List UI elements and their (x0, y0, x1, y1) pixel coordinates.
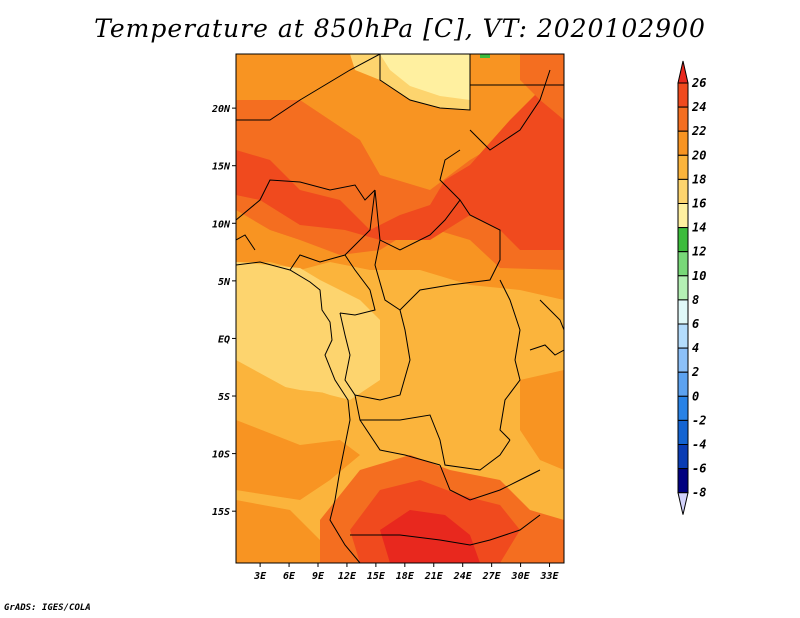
colorbar-min-arrow (677, 492, 689, 515)
lat-tick-label: 10N (212, 219, 231, 230)
colorbar-segment (677, 371, 689, 397)
lat-tick-label: 15N (212, 162, 231, 173)
colorbar-label: -8 (692, 486, 706, 500)
lat-tick-label: 15S (212, 507, 230, 518)
lon-tick-label: 30E (511, 571, 531, 582)
map-frame (235, 53, 565, 564)
colorbar-label: 16 (692, 197, 706, 211)
lon-tick-label: 6E (283, 571, 296, 582)
colorbar-label: 10 (692, 269, 706, 283)
colorbar-segment (677, 444, 689, 470)
colorbar-label: -2 (692, 413, 706, 427)
map-title: Temperature at 850hPa [C], VT: 202010290… (94, 14, 706, 43)
colorbar-segment (677, 154, 689, 180)
country-borders (236, 54, 564, 563)
longitude-axis: 3E 6E 9E 12E 15E 18E 21E 24E 27E 30E 33E (253, 563, 560, 582)
colorbar-segment (677, 178, 689, 204)
colorbar-label: 0 (692, 389, 699, 403)
colorbar-segment (677, 106, 689, 132)
lon-tick-label: 24E (453, 571, 473, 582)
colorbar-label: 22 (691, 124, 706, 138)
colorbar-segment (677, 82, 689, 108)
colorbar-label: -4 (692, 438, 706, 452)
colorbar-label: 26 (691, 76, 706, 90)
colorbar-segment (677, 299, 689, 325)
colorbar-segment (677, 347, 689, 373)
colorbar-label: 24 (691, 100, 706, 114)
lon-tick-label: 18E (396, 571, 415, 582)
colorbar-label: 12 (692, 245, 706, 259)
colorbar-segment (677, 323, 689, 349)
colorbar-label: 6 (692, 317, 699, 331)
lon-tick-label: 27E (482, 571, 502, 582)
colorbar-label: 8 (692, 293, 699, 307)
colorbar-segment (677, 395, 689, 421)
temperature-field (236, 54, 564, 563)
colorbar-segment (677, 468, 689, 494)
colorbar-segment (677, 227, 689, 253)
lat-tick-label: EQ (218, 334, 230, 345)
lon-tick-label: 15E (367, 571, 386, 582)
colorbar-label: 20 (691, 148, 706, 162)
colorbar-label: -6 (692, 462, 706, 476)
colorbar-label: 18 (692, 172, 706, 186)
lat-tick-label: 5S (218, 392, 230, 403)
lon-tick-label: 12E (338, 571, 357, 582)
lon-tick-label: 3E (253, 571, 267, 582)
lon-tick-label: 33E (539, 571, 559, 582)
lon-tick-label: 9E (312, 571, 325, 582)
lon-tick-label: 21E (424, 571, 444, 582)
colorbar-max-arrow (677, 60, 689, 84)
colorbar-label: 4 (692, 341, 699, 355)
colorbar-segment (677, 203, 689, 229)
lat-tick-label: 5N (218, 277, 231, 288)
colorbar-segment (677, 419, 689, 445)
colorbar-label: 14 (692, 221, 706, 235)
lat-tick-label: 10S (212, 450, 230, 461)
colorbar-segment (677, 275, 689, 301)
colorbar-segment (677, 130, 689, 156)
colorbar-segment (677, 251, 689, 277)
grads-credit: GrADS: IGES/COLA (4, 603, 91, 613)
colorbar-label: 2 (691, 365, 699, 379)
lat-tick-label: 20N (211, 104, 231, 115)
latitude-axis: 20N 15N 10N 5N EQ 5S 10S 15S (211, 104, 236, 518)
